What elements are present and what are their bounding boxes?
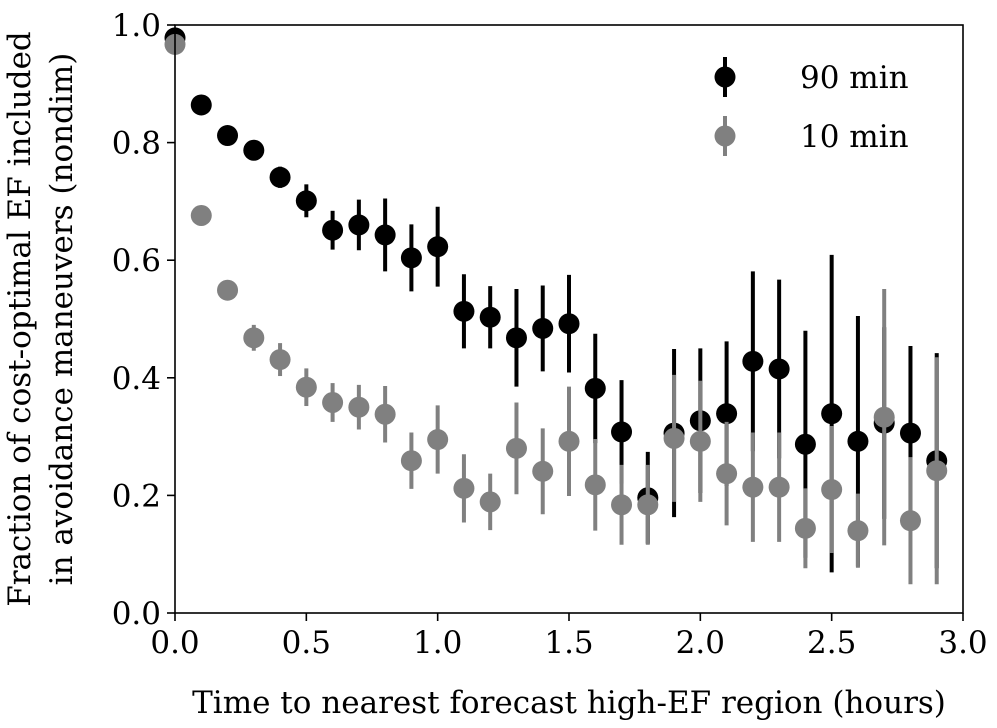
data-point xyxy=(873,406,895,428)
legend-label-90-min: 90 min xyxy=(800,60,909,96)
y-tick-label: 0.0 xyxy=(112,596,161,632)
x-tick-label: 2.0 xyxy=(676,625,725,661)
data-point xyxy=(479,491,501,513)
data-point xyxy=(217,125,239,147)
x-tick-label: 1.5 xyxy=(544,625,593,661)
data-point xyxy=(427,236,449,258)
y-axis-label-line-1: Fraction of cost-optimal EF included xyxy=(2,31,38,607)
y-tick-label: 1.0 xyxy=(112,8,161,44)
data-point xyxy=(558,430,580,452)
data-point xyxy=(558,313,580,335)
x-tick-label: 0.5 xyxy=(282,625,331,661)
data-point xyxy=(400,247,422,269)
data-point xyxy=(532,460,554,482)
data-point xyxy=(190,94,212,116)
data-point xyxy=(663,427,685,449)
data-point xyxy=(794,433,816,455)
data-point xyxy=(269,349,291,371)
data-point xyxy=(794,517,816,539)
y-tick-label: 0.2 xyxy=(112,478,161,514)
data-point xyxy=(716,403,738,425)
data-point xyxy=(716,463,738,485)
data-point xyxy=(322,219,344,241)
legend-marker-90-min xyxy=(714,66,736,88)
data-point xyxy=(322,391,344,413)
data-point xyxy=(453,300,475,322)
data-point xyxy=(847,430,869,452)
data-point xyxy=(532,317,554,339)
y-axis-label-line-2: in avoidance maneuvers (nondim) xyxy=(44,53,80,586)
legend: 90 min 10 min xyxy=(714,57,909,156)
data-point xyxy=(190,205,212,227)
axes-layer: 0.0 0.5 1.0 1.5 2.0 2.5 3.0 0.0 0.2 0.4 0.6 0.8 1.0 xyxy=(112,8,988,661)
data-point xyxy=(742,476,764,498)
legend-label-10-min: 10 min xyxy=(800,119,909,155)
data-point xyxy=(611,421,633,443)
data-point xyxy=(295,190,317,212)
legend-marker-10-min xyxy=(714,125,736,147)
data-point xyxy=(768,358,790,380)
data-point xyxy=(689,430,711,452)
data-point xyxy=(400,450,422,472)
data-point xyxy=(584,377,606,399)
data-point xyxy=(374,403,396,425)
data-point xyxy=(637,494,659,516)
data-point xyxy=(243,327,265,349)
data-point xyxy=(611,494,633,516)
data-point xyxy=(768,476,790,498)
data-point xyxy=(295,376,317,398)
data-point xyxy=(243,139,265,161)
x-axis-label: Time to nearest forecast high-EF region … xyxy=(192,685,946,721)
data-point xyxy=(479,306,501,328)
x-tick-label: 3.0 xyxy=(938,625,987,661)
y-tick-label: 0.8 xyxy=(112,126,161,162)
data-point xyxy=(584,474,606,496)
data-point xyxy=(821,479,843,501)
data-point xyxy=(374,224,396,246)
data-point xyxy=(348,396,370,418)
y-tick-label: 0.6 xyxy=(112,243,161,279)
data-point xyxy=(427,429,449,451)
data-point xyxy=(217,279,239,301)
data-point xyxy=(821,403,843,425)
x-tick-label: 0.0 xyxy=(150,625,199,661)
x-tick-label: 1.0 xyxy=(413,625,462,661)
data-point xyxy=(453,477,475,499)
data-point xyxy=(505,437,527,459)
data-point xyxy=(899,510,921,532)
data-point xyxy=(742,350,764,372)
data-point xyxy=(505,327,527,349)
data-point xyxy=(899,422,921,444)
series-10-min xyxy=(164,33,948,585)
data-point xyxy=(269,166,291,188)
x-tick-label: 2.5 xyxy=(807,625,856,661)
data-layer xyxy=(164,27,948,585)
data-point xyxy=(847,520,869,542)
y-tick-label: 0.4 xyxy=(112,361,161,397)
series-90-min xyxy=(164,27,948,573)
data-point xyxy=(926,460,948,482)
data-point xyxy=(348,214,370,236)
